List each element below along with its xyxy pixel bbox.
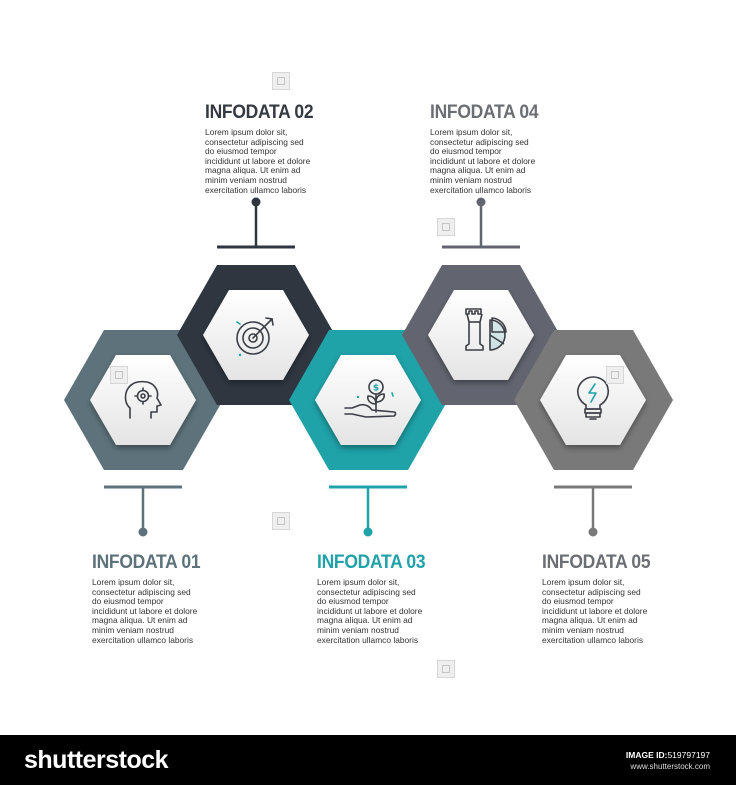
footer-image-id: IMAGE ID:519797197 bbox=[626, 749, 710, 761]
hand-coin-plant-icon: $ bbox=[344, 379, 397, 418]
footer-image-id-value: 519797197 bbox=[667, 750, 710, 760]
lightbulb-bolt-icon bbox=[576, 376, 610, 420]
connector-04 bbox=[442, 197, 520, 249]
footer-bar: shutterstock IMAGE ID:519797197 www.shut… bbox=[0, 735, 736, 785]
infodata-03-title: INFODATA 03 bbox=[317, 552, 426, 573]
watermark-tile bbox=[272, 512, 290, 530]
watermark-tile bbox=[272, 72, 290, 90]
infodata-05-title: INFODATA 05 bbox=[542, 552, 651, 573]
watermark-tile bbox=[437, 660, 455, 678]
watermark-tile bbox=[437, 218, 455, 236]
infodata-02-body: Lorem ipsum dolor sit, consectetur adipis… bbox=[205, 127, 311, 195]
infodata-04-title: INFODATA 04 bbox=[430, 102, 539, 123]
chess-rook-pie-icon bbox=[465, 308, 507, 351]
infodata-01-title: INFODATA 01 bbox=[92, 552, 201, 573]
connector-05 bbox=[554, 485, 632, 537]
svg-text:$: $ bbox=[373, 384, 379, 394]
head-gear-icon bbox=[124, 380, 162, 419]
watermark-tile bbox=[606, 366, 624, 384]
connector-01 bbox=[104, 485, 182, 537]
footer-image-id-label: IMAGE ID: bbox=[625, 750, 668, 760]
infodata-02-title: INFODATA 02 bbox=[205, 102, 314, 123]
footer-site-url: www.shutterstock.com bbox=[630, 762, 710, 771]
infodata-01-body: Lorem ipsum dolor sit, consectetur adipis… bbox=[92, 577, 198, 645]
infographic-canvas: $ INFODATA 02 Lorem ipsum do bbox=[64, 72, 673, 678]
inner-hexagon-04 bbox=[428, 290, 534, 380]
hexagon-diagram: $ bbox=[64, 197, 673, 537]
connector-02 bbox=[217, 197, 295, 249]
infodata-03-body: Lorem ipsum dolor sit, consectetur adipis… bbox=[317, 577, 423, 645]
infodata-04-body: Lorem ipsum dolor sit, consectetur adipis… bbox=[430, 127, 536, 195]
footer-brand-logo: shutterstock bbox=[24, 746, 169, 774]
infodata-05-body: Lorem ipsum dolor sit, consectetur adipis… bbox=[542, 577, 648, 645]
connector-03 bbox=[329, 485, 407, 537]
watermark-tile bbox=[110, 366, 128, 384]
target-arrow-icon bbox=[236, 317, 274, 357]
